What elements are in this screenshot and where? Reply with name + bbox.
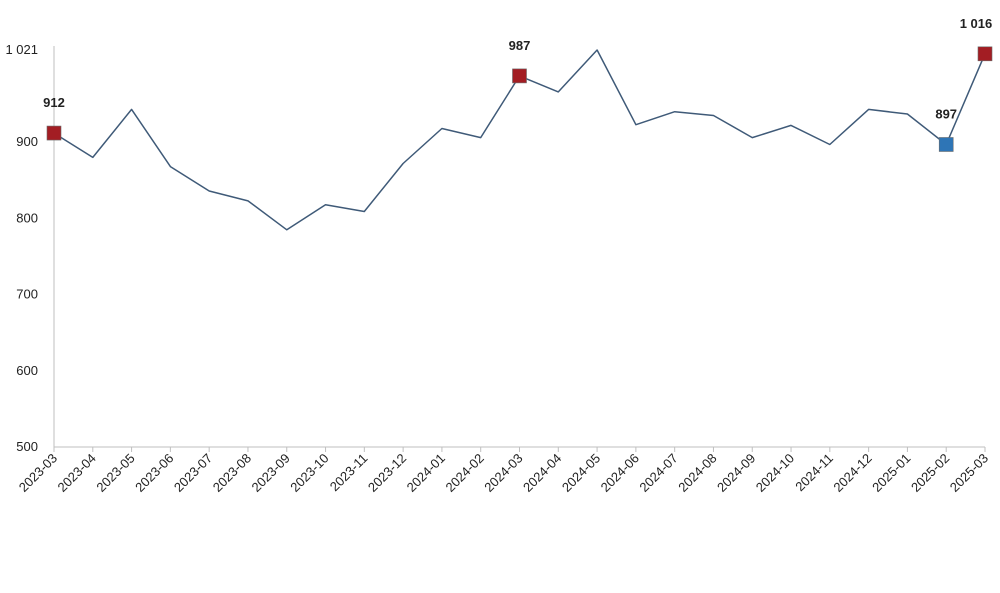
x-tick-label: 2024-02 xyxy=(442,451,486,495)
point-marker xyxy=(512,68,527,84)
x-tick-label: 2023-07 xyxy=(171,451,215,495)
x-tick-label: 2024-12 xyxy=(830,451,874,495)
y-tick-label: 700 xyxy=(16,287,38,302)
data-label: 897 xyxy=(935,106,957,121)
markers-group xyxy=(46,46,993,152)
x-tick-label: 2024-09 xyxy=(714,451,758,495)
x-tick-label: 2025-03 xyxy=(947,451,991,495)
y-axis-ticks: 500 600 700 800 900 1 021 xyxy=(5,42,38,454)
y-tick-label: 800 xyxy=(16,210,38,225)
x-tick-label: 2024-01 xyxy=(404,451,448,495)
x-tick-label: 2024-08 xyxy=(675,451,719,495)
x-tick-label: 2024-03 xyxy=(481,451,525,495)
x-tick-label: 2024-06 xyxy=(598,451,642,495)
x-tick-label: 2025-02 xyxy=(908,451,952,495)
x-tick-label: 2023-10 xyxy=(287,451,331,495)
point-marker xyxy=(938,137,954,152)
x-tick-label: 2024-07 xyxy=(636,451,680,495)
x-tick-label: 2024-10 xyxy=(753,451,797,495)
y-tick-label: 600 xyxy=(16,363,38,378)
x-tick-label: 2024-11 xyxy=(792,451,836,495)
data-label: 1 016 xyxy=(960,16,993,31)
x-axis-ticks: 2023-032023-042023-052023-062023-072023-… xyxy=(16,447,991,495)
x-tick-label: 2023-06 xyxy=(132,451,176,495)
x-tick-label: 2023-08 xyxy=(210,451,254,495)
x-tick-label: 2023-04 xyxy=(55,451,99,495)
x-tick-label: 2024-04 xyxy=(520,451,564,495)
axes xyxy=(53,46,985,448)
x-tick-label: 2025-01 xyxy=(869,451,913,495)
x-tick-label: 2023-03 xyxy=(16,451,60,495)
data-label: 912 xyxy=(43,95,65,110)
x-tick-label: 2023-05 xyxy=(93,451,137,495)
data-labels-group: 912 987 897 1 016 xyxy=(43,16,992,122)
y-tick-label: 900 xyxy=(16,134,38,149)
x-tick-label: 2023-11 xyxy=(327,451,371,495)
x-tick-label: 2024-05 xyxy=(559,451,603,495)
x-tick-label: 2023-12 xyxy=(365,451,409,495)
point-marker xyxy=(977,46,993,62)
x-tick-label: 2023-09 xyxy=(249,451,293,495)
data-label: 987 xyxy=(509,38,531,53)
point-marker xyxy=(46,125,62,141)
y-tick-label: 500 xyxy=(16,439,38,454)
y-tick-label: 1 021 xyxy=(5,42,38,57)
